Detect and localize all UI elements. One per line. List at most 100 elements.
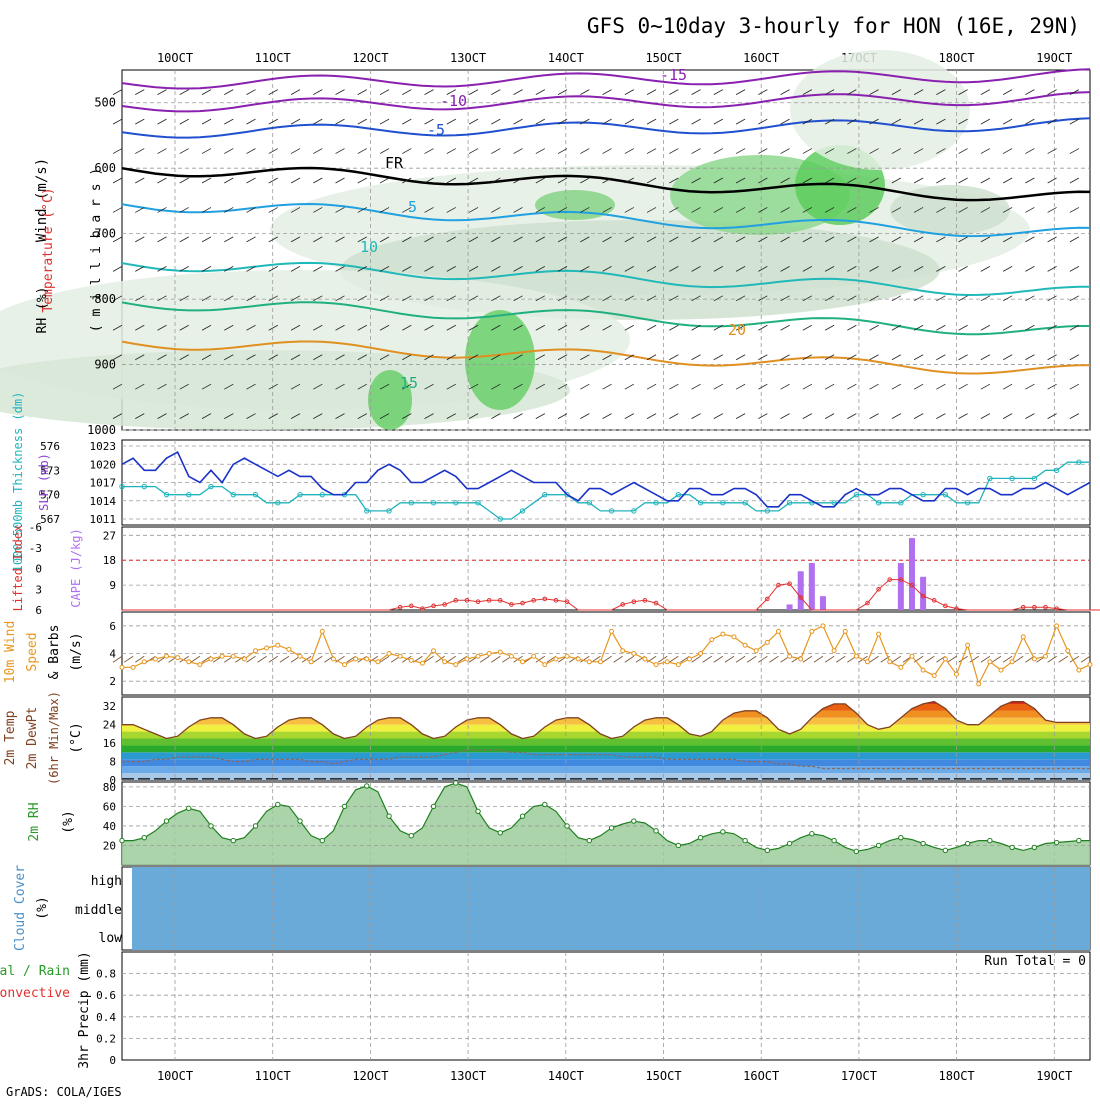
pressure-tick: 900: [94, 358, 116, 372]
wind-barb: [1002, 148, 1013, 154]
wind-speed-point: [1020, 634, 1026, 640]
wind-barb: [224, 236, 234, 243]
wind-barb: [1025, 266, 1035, 272]
wind-barb: [491, 89, 501, 95]
rh-point: [163, 818, 170, 824]
wind-barb: [557, 295, 568, 302]
wind-barb: [446, 236, 456, 243]
wind-barb: [869, 207, 879, 213]
wind-barb: [913, 413, 924, 419]
wind-speed-point: [508, 653, 514, 659]
wind-barb: [513, 383, 523, 390]
wind-barb-10m: [112, 655, 123, 663]
wind-barb: [891, 89, 902, 95]
li-point: [475, 599, 481, 605]
wind-barb: [713, 207, 724, 213]
run-total-label: Run Total = 0: [984, 954, 1086, 969]
wind-barb: [290, 89, 301, 95]
wind-barb: [557, 354, 568, 361]
temperature-contour-label: 10: [360, 238, 378, 256]
wind-barb: [913, 236, 924, 243]
wind-barb: [135, 148, 145, 154]
temperature-contour: [121, 68, 1091, 90]
wind-barb: [646, 236, 657, 243]
wind-barb: [802, 118, 813, 125]
temperature-contour: [121, 340, 1090, 375]
thickness-point: [163, 491, 170, 498]
wind-barb: [112, 324, 123, 331]
wind-barb: [913, 177, 924, 184]
wind-barb: [758, 89, 768, 95]
wind-barb: [691, 236, 701, 243]
wind-barb: [313, 236, 323, 243]
wind-barb: [557, 383, 568, 390]
wind-barb: [424, 266, 434, 272]
thickness-point: [653, 500, 659, 506]
wind-barb: [847, 236, 857, 243]
wind-barb: [780, 207, 790, 213]
wind-barb: [201, 295, 212, 302]
wind-barb: [224, 207, 234, 213]
wind-barb: [112, 266, 123, 272]
wind-barb: [1025, 177, 1035, 184]
wind-barb-10m: [735, 655, 746, 663]
wind-barb: [869, 266, 879, 272]
wind-barb: [669, 266, 679, 272]
wind-barb: [535, 207, 545, 213]
wind-barb: [669, 236, 679, 243]
rh-point: [720, 829, 726, 835]
rh-point: [920, 840, 926, 847]
wind-barb: [446, 89, 456, 95]
wind-barb: [735, 177, 746, 184]
wind-barb: [802, 236, 813, 243]
wind-speed-point: [208, 656, 214, 662]
rh-point: [408, 833, 414, 839]
wind-barb: [179, 89, 189, 95]
wind-barb: [335, 207, 345, 213]
temperature-contour-label: 20: [728, 321, 746, 339]
wind-barb: [824, 266, 835, 272]
thickness-point: [853, 491, 860, 498]
wind-barb: [780, 148, 790, 154]
wind-speed-point: [575, 656, 581, 662]
wind-barb: [580, 266, 590, 272]
wind-barb: [491, 413, 501, 419]
rh-point: [475, 808, 481, 814]
pressure-tick: 700: [94, 227, 116, 241]
wind-barb: [580, 118, 590, 125]
temperature-contour: [121, 202, 1091, 238]
top-time-tick: 16OCT: [743, 51, 779, 65]
wind-barb: [313, 413, 323, 419]
wind-speed-point: [965, 642, 971, 648]
wind-barb-10m: [123, 655, 134, 663]
wind-barb: [891, 354, 902, 361]
wind-barb: [179, 266, 189, 272]
rh-shading: [0, 350, 570, 430]
temp-tick: 24: [103, 719, 117, 732]
wind-barb: [847, 324, 857, 331]
wind-barb: [224, 118, 234, 125]
wind-speed-point: [152, 656, 158, 662]
li-point: [787, 581, 792, 587]
wind-barb: [646, 354, 657, 361]
wind-barb: [847, 295, 857, 302]
wind-barb: [246, 266, 256, 272]
wind-barb: [913, 295, 924, 302]
wind-barb: [112, 295, 123, 302]
rh2m-panel: [119, 780, 1091, 866]
wind-barb: [802, 89, 813, 95]
wind-barb: [602, 236, 612, 243]
wind-barb: [335, 89, 345, 95]
wind10-label: 10m Wind: [3, 621, 18, 684]
wind-barb: [735, 295, 746, 302]
minmax-label: (6hr Min/Max): [47, 691, 61, 785]
temperature-contour: [121, 117, 1091, 139]
wind-barb: [624, 177, 635, 184]
precip-panel: [121, 951, 1091, 1061]
wind-speed-point: [798, 656, 804, 662]
wind-barb: [224, 295, 234, 302]
wind-barb: [1047, 324, 1057, 331]
wind-barb: [179, 324, 189, 331]
wind-barb: [201, 148, 212, 154]
wind-barb: [869, 148, 879, 154]
